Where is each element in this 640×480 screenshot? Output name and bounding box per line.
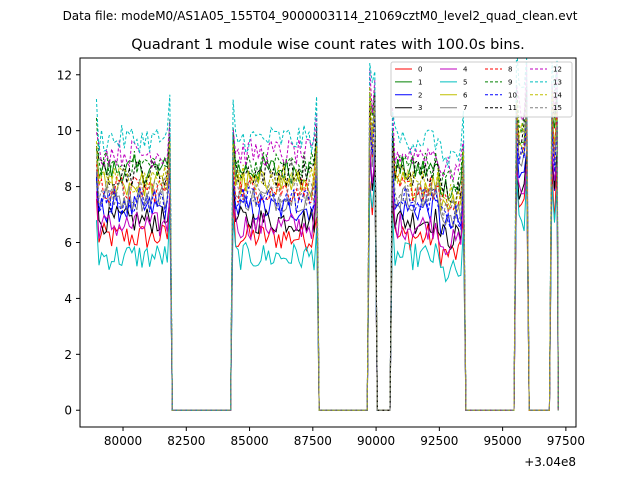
series-7-line: [95, 113, 559, 411]
chart-suptitle: Data file: modeM0/AS1A05_155T04_90000031…: [63, 9, 578, 23]
series-12-line: [95, 62, 559, 411]
series-15-line: [95, 96, 559, 411]
x-offset-label: +3.04e8: [524, 455, 576, 469]
y-tick-label: 2: [64, 348, 72, 362]
x-tick-label: 95000: [484, 434, 522, 448]
y-tick-label: 12: [57, 68, 72, 82]
legend-label-5: 5: [463, 78, 467, 86]
series-4-line: [95, 150, 559, 411]
series-0-line: [95, 163, 559, 411]
legend-label-12: 12: [553, 66, 562, 74]
legend-label-13: 13: [553, 78, 562, 86]
series-8-line: [95, 102, 559, 411]
legend-label-6: 6: [463, 91, 468, 99]
chart-title: Quadrant 1 module wise count rates with …: [131, 37, 525, 53]
series-11-line: [95, 86, 559, 411]
x-tick-label: 92500: [420, 434, 458, 448]
x-tick-label: 90000: [357, 434, 395, 448]
y-tick-label: 8: [64, 180, 72, 194]
legend-label-14: 14: [553, 91, 562, 99]
legend-label-9: 9: [508, 78, 512, 86]
legend-box: [390, 61, 573, 118]
series-13-line: [95, 58, 559, 411]
legend-label-2: 2: [418, 91, 422, 99]
y-tick-label: 6: [64, 236, 72, 250]
series-6-line: [95, 102, 559, 411]
y-tick-label: 0: [64, 404, 72, 418]
x-tick-label: 97500: [547, 434, 585, 448]
x-tick-label: 85000: [230, 434, 268, 448]
legend-label-8: 8: [508, 66, 512, 74]
series-5-line: [95, 174, 559, 411]
x-tick-label: 87500: [294, 434, 332, 448]
series-layer: [95, 58, 559, 411]
legend-label-3: 3: [418, 104, 422, 112]
legend-label-1: 1: [418, 78, 422, 86]
series-2-line: [95, 143, 559, 411]
legend-label-4: 4: [463, 66, 468, 74]
x-tick-label: 82500: [167, 434, 205, 448]
series-14-line: [95, 86, 559, 411]
y-tick-label: 10: [57, 124, 72, 138]
y-tick-label: 4: [64, 292, 72, 306]
plot-frame: [79, 57, 577, 428]
series-1-line: [95, 94, 559, 411]
legend-label-0: 0: [418, 66, 422, 74]
legend-label-7: 7: [463, 104, 467, 112]
legend-label-10: 10: [508, 91, 517, 99]
axis-layer: 80000 82500 85000 87500 90000 92500 95000 97500…: [57, 68, 585, 448]
x-tick-label: 80000: [104, 434, 142, 448]
legend-label-15: 15: [553, 104, 562, 112]
legend-label-11: 11: [508, 104, 517, 112]
series-10-line: [95, 112, 559, 411]
